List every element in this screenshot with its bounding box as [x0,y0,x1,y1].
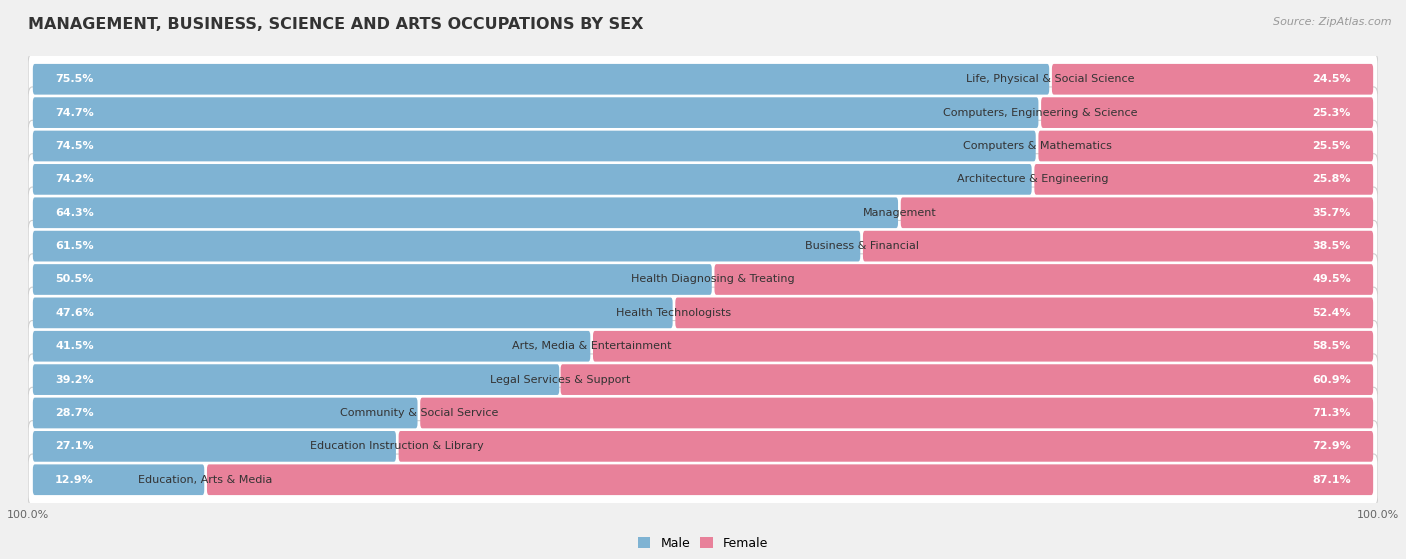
Text: Computers, Engineering & Science: Computers, Engineering & Science [942,108,1137,117]
FancyBboxPatch shape [1039,131,1374,162]
Text: 28.7%: 28.7% [55,408,94,418]
FancyBboxPatch shape [32,331,591,362]
Text: 50.5%: 50.5% [55,274,93,285]
FancyBboxPatch shape [1040,97,1374,128]
FancyBboxPatch shape [32,97,1039,128]
FancyBboxPatch shape [32,297,672,328]
Text: 25.3%: 25.3% [1313,108,1351,117]
Text: Arts, Media & Entertainment: Arts, Media & Entertainment [512,341,672,351]
Text: Management: Management [862,208,936,218]
Text: 74.2%: 74.2% [55,174,94,184]
FancyBboxPatch shape [1052,64,1374,94]
FancyBboxPatch shape [28,387,1378,439]
Text: Health Diagnosing & Treating: Health Diagnosing & Treating [631,274,794,285]
Text: Computers & Mathematics: Computers & Mathematics [963,141,1112,151]
Text: Business & Financial: Business & Financial [804,241,918,251]
Text: 39.2%: 39.2% [55,375,94,385]
FancyBboxPatch shape [901,197,1374,228]
FancyBboxPatch shape [28,254,1378,305]
Text: 61.5%: 61.5% [55,241,94,251]
Text: MANAGEMENT, BUSINESS, SCIENCE AND ARTS OCCUPATIONS BY SEX: MANAGEMENT, BUSINESS, SCIENCE AND ARTS O… [28,17,644,32]
FancyBboxPatch shape [714,264,1374,295]
FancyBboxPatch shape [32,364,560,395]
Text: 41.5%: 41.5% [55,341,94,351]
Text: 27.1%: 27.1% [55,442,94,451]
Text: 25.8%: 25.8% [1312,174,1351,184]
FancyBboxPatch shape [28,421,1378,472]
FancyBboxPatch shape [32,197,898,228]
Text: 49.5%: 49.5% [1312,274,1351,285]
Text: Legal Services & Support: Legal Services & Support [489,375,630,385]
Text: Source: ZipAtlas.com: Source: ZipAtlas.com [1274,17,1392,27]
Text: Health Technologists: Health Technologists [616,308,731,318]
Text: Architecture & Engineering: Architecture & Engineering [957,174,1109,184]
FancyBboxPatch shape [28,120,1378,172]
FancyBboxPatch shape [28,87,1378,138]
FancyBboxPatch shape [32,397,418,428]
Text: 74.5%: 74.5% [55,141,94,151]
FancyBboxPatch shape [28,454,1378,505]
FancyBboxPatch shape [28,154,1378,205]
Text: 38.5%: 38.5% [1313,241,1351,251]
FancyBboxPatch shape [399,431,1374,462]
Text: 25.5%: 25.5% [1313,141,1351,151]
FancyBboxPatch shape [863,231,1374,262]
Text: Education, Arts & Media: Education, Arts & Media [138,475,273,485]
Text: 71.3%: 71.3% [1312,408,1351,418]
FancyBboxPatch shape [28,287,1378,339]
Text: 24.5%: 24.5% [1312,74,1351,84]
Text: 75.5%: 75.5% [55,74,93,84]
FancyBboxPatch shape [32,465,204,495]
Text: Life, Physical & Social Science: Life, Physical & Social Science [966,74,1135,84]
FancyBboxPatch shape [561,364,1374,395]
Text: 74.7%: 74.7% [55,108,94,117]
Text: 35.7%: 35.7% [1313,208,1351,218]
FancyBboxPatch shape [28,54,1378,105]
FancyBboxPatch shape [207,465,1374,495]
Text: Education Instruction & Library: Education Instruction & Library [311,442,484,451]
FancyBboxPatch shape [1035,164,1374,195]
Text: 72.9%: 72.9% [1312,442,1351,451]
Text: 47.6%: 47.6% [55,308,94,318]
Text: Community & Social Service: Community & Social Service [340,408,498,418]
FancyBboxPatch shape [32,64,1049,94]
FancyBboxPatch shape [32,231,860,262]
Text: 64.3%: 64.3% [55,208,94,218]
Legend: Male, Female: Male, Female [633,532,773,555]
Text: 12.9%: 12.9% [55,475,94,485]
Text: 52.4%: 52.4% [1312,308,1351,318]
FancyBboxPatch shape [593,331,1374,362]
FancyBboxPatch shape [420,397,1374,428]
FancyBboxPatch shape [28,187,1378,239]
FancyBboxPatch shape [32,131,1036,162]
FancyBboxPatch shape [28,220,1378,272]
Text: 87.1%: 87.1% [1312,475,1351,485]
FancyBboxPatch shape [675,297,1374,328]
FancyBboxPatch shape [32,164,1032,195]
FancyBboxPatch shape [32,264,711,295]
FancyBboxPatch shape [28,320,1378,372]
Text: 58.5%: 58.5% [1313,341,1351,351]
Text: 60.9%: 60.9% [1312,375,1351,385]
FancyBboxPatch shape [32,431,396,462]
FancyBboxPatch shape [28,354,1378,405]
